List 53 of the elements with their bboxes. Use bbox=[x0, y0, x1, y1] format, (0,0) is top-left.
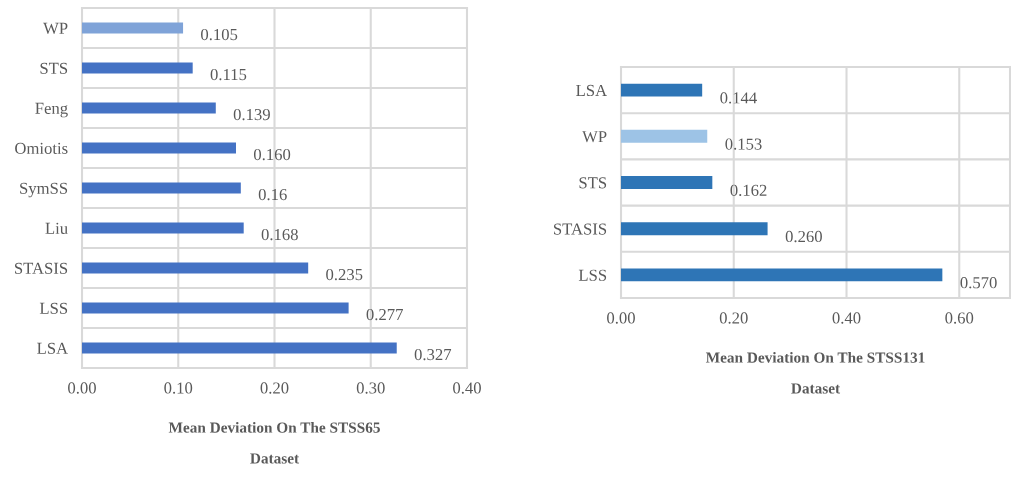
y-tick-label: WP bbox=[43, 22, 68, 35]
y-tick-label: Liu bbox=[45, 222, 68, 234]
y-tick-label: LSA bbox=[37, 342, 68, 354]
data-label: 0.105 bbox=[201, 28, 238, 41]
data-label: 0.16 bbox=[258, 188, 287, 201]
y-tick-label: STS bbox=[579, 177, 607, 189]
bar bbox=[82, 302, 349, 314]
y-tick-label: SymSS bbox=[20, 182, 68, 198]
y-tick-label: STASIS bbox=[14, 262, 68, 274]
y-tick-label: LSA bbox=[576, 84, 607, 97]
bar bbox=[82, 102, 216, 114]
bar bbox=[82, 22, 184, 34]
x-tick-label: 0.40 bbox=[832, 312, 861, 324]
x-tick-label: 0.20 bbox=[719, 312, 748, 324]
bar bbox=[621, 268, 943, 282]
text: Mean Deviation On The STSS65 Dataset bbox=[168, 422, 380, 464]
y-tick-label: Omiotis bbox=[15, 142, 68, 154]
bar bbox=[82, 262, 309, 274]
bar bbox=[621, 129, 708, 143]
bar bbox=[621, 83, 703, 97]
y-tick-label: STASIS bbox=[553, 223, 607, 235]
y-tick-label: STS bbox=[40, 62, 68, 74]
y-tick-label: Feng bbox=[35, 102, 68, 118]
x-tick-label: 0.00 bbox=[607, 312, 635, 324]
x-tick-label: 0.40 bbox=[453, 382, 481, 394]
data-label: 0.235 bbox=[326, 268, 363, 281]
data-label: 0.139 bbox=[233, 108, 270, 121]
bar bbox=[82, 342, 397, 354]
data-label: 0.144 bbox=[720, 92, 757, 104]
data-label: 0.162 bbox=[730, 184, 767, 196]
data-label: 0.327 bbox=[414, 348, 452, 361]
y-tick-label: LSS bbox=[578, 269, 607, 281]
data-label: 0.153 bbox=[725, 138, 762, 150]
x-tick-label: 0.10 bbox=[164, 382, 193, 394]
x-tick-label: 0.60 bbox=[945, 312, 974, 324]
data-label: 0.115 bbox=[210, 68, 247, 81]
bar bbox=[621, 176, 713, 189]
data-label: 0.260 bbox=[785, 230, 822, 243]
data-label: 0.570 bbox=[960, 277, 997, 289]
y-tick-label: WP bbox=[582, 131, 607, 143]
data-label: 0.160 bbox=[253, 148, 291, 161]
bar bbox=[82, 62, 193, 74]
x-tick-label: 0.20 bbox=[260, 382, 289, 394]
bar bbox=[82, 222, 244, 234]
data-label: 0.277 bbox=[366, 308, 403, 321]
x-tick-label: 0.30 bbox=[356, 382, 385, 394]
bar bbox=[82, 182, 241, 194]
bar bbox=[82, 142, 236, 154]
text: Mean Deviation On The STSS131 Dataset bbox=[705, 352, 925, 394]
bar bbox=[621, 222, 768, 236]
y-tick-label: LSS bbox=[39, 302, 68, 314]
x-tick-label: 0.00 bbox=[68, 382, 96, 394]
data-label: 0.168 bbox=[261, 228, 298, 241]
